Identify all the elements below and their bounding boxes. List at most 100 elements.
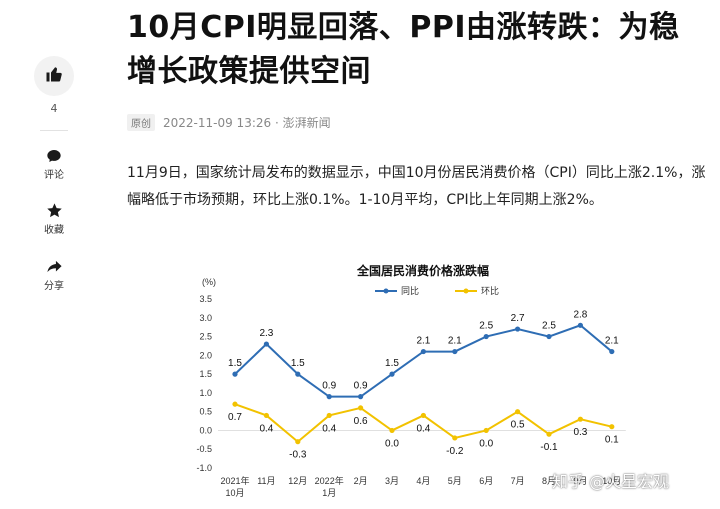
chart-title: 全国居民消费价格涨跌幅 xyxy=(356,263,489,278)
like-button[interactable] xyxy=(34,56,74,96)
cpi-line-chart: 全国居民消费价格涨跌幅 (%) 3.5 3.0 2.5 2.0 1.5 1.0 0.5 0.0 -0… xyxy=(196,263,626,498)
data-point xyxy=(546,431,552,437)
share-icon xyxy=(29,258,79,275)
data-label: 0.6 xyxy=(354,416,368,427)
data-point xyxy=(326,412,332,419)
y-tick-label: 3.5 xyxy=(199,294,212,304)
data-label: 0.9 xyxy=(354,381,368,392)
data-point xyxy=(326,394,332,400)
data-label: 1.5 xyxy=(228,358,242,369)
x-tick-label: 10月 xyxy=(602,476,621,486)
data-point xyxy=(358,394,364,400)
data-label: -0.3 xyxy=(289,450,307,461)
x-tick-label: 2月 xyxy=(354,476,368,486)
data-point xyxy=(232,401,238,407)
data-label: 2.5 xyxy=(479,321,493,332)
action-sidebar: 4 评论 收藏 分享 xyxy=(0,0,100,509)
article-body: 11月9日，国家统计局发布的数据显示，中国10月份居民消费价格（CPI）同比上涨… xyxy=(127,165,706,208)
y-tick-label: 1.5 xyxy=(199,369,212,379)
data-label: 0.0 xyxy=(479,438,493,449)
data-label: 2.1 xyxy=(448,336,462,347)
data-point xyxy=(452,348,458,355)
x-tick-label: 10月 xyxy=(225,488,244,498)
data-point xyxy=(295,439,301,445)
data-label: 0.4 xyxy=(322,423,336,434)
data-label: 2.3 xyxy=(259,328,273,339)
legend-label: 同比 xyxy=(401,285,419,296)
article-title: 10月CPI明显回落、PPI由涨转跌：为稳增长政策提供空间 xyxy=(127,10,680,89)
x-tick-label: 8月 xyxy=(542,476,556,486)
data-point xyxy=(515,326,521,332)
data-point xyxy=(609,424,615,430)
data-label: 0.1 xyxy=(605,435,619,446)
data-label: 0.3 xyxy=(573,427,587,438)
collect-button[interactable]: 收藏 xyxy=(29,202,79,236)
like-count: 4 xyxy=(50,102,58,115)
x-tick-label: 7月 xyxy=(511,476,525,486)
data-point xyxy=(358,405,364,411)
y-tick-label: 3.0 xyxy=(199,313,212,323)
y-tick-label: -0.5 xyxy=(196,444,212,454)
data-point xyxy=(483,427,489,434)
data-label: 2.1 xyxy=(416,336,430,347)
data-point xyxy=(420,412,426,419)
data-label: 2.1 xyxy=(605,336,619,347)
data-label: 0.0 xyxy=(385,438,399,449)
data-point xyxy=(295,371,301,377)
data-point xyxy=(546,333,552,340)
legend-marker xyxy=(463,288,469,294)
star-icon xyxy=(29,202,79,219)
data-label: -0.1 xyxy=(540,442,558,453)
thumb-up-icon xyxy=(45,65,63,87)
y-tick-label: 0.5 xyxy=(199,407,212,417)
share-label: 分享 xyxy=(44,281,64,292)
x-tick-label: 9月 xyxy=(573,476,587,486)
zhihu-watermark: 知乎 @火星宏观 xyxy=(552,472,670,491)
collect-label: 收藏 xyxy=(44,225,64,236)
comment-button[interactable]: 评论 xyxy=(29,148,79,181)
x-tick-label: 12月 xyxy=(288,476,307,486)
original-badge: 原创 xyxy=(127,114,155,131)
x-tick-label: 4月 xyxy=(416,476,430,486)
y-tick-label: 0.0 xyxy=(199,425,212,435)
share-button[interactable]: 分享 xyxy=(29,258,79,292)
data-point xyxy=(515,409,521,415)
y-axis-unit: (%) xyxy=(202,277,216,287)
data-label: 0.5 xyxy=(511,420,525,431)
data-label: 0.9 xyxy=(322,381,336,392)
data-point xyxy=(389,427,395,434)
article-meta: 原创 2022-11-09 13:26 · 澎湃新闻 xyxy=(127,114,331,131)
y-tick-label: 2.5 xyxy=(199,332,212,342)
comment-label: 评论 xyxy=(44,170,64,181)
data-label: 2.8 xyxy=(573,309,587,320)
data-point xyxy=(420,348,426,355)
data-label: -0.2 xyxy=(446,446,464,457)
data-point xyxy=(232,371,238,377)
data-label: 1.5 xyxy=(291,358,305,369)
data-point xyxy=(577,322,583,328)
x-tick-label: 6月 xyxy=(479,476,493,486)
publish-info: 2022-11-09 13:26 · 澎湃新闻 xyxy=(163,116,331,130)
data-label: 0.4 xyxy=(259,423,273,434)
data-point xyxy=(609,348,615,355)
legend-label: 环比 xyxy=(481,285,499,296)
data-label: 1.5 xyxy=(385,358,399,369)
x-tick-label: 2022年 xyxy=(315,475,344,486)
data-label: 2.7 xyxy=(511,313,525,324)
data-label: 0.4 xyxy=(416,423,430,434)
data-point xyxy=(263,412,269,419)
x-tick-label: 3月 xyxy=(385,476,399,486)
data-point xyxy=(263,341,269,347)
x-tick-label: 1月 xyxy=(322,488,336,498)
data-point xyxy=(452,435,458,441)
x-tick-label: 11月 xyxy=(257,476,275,486)
data-point xyxy=(577,416,583,422)
y-tick-label: -1.0 xyxy=(196,463,212,473)
x-tick-label: 2021年 xyxy=(220,475,249,486)
y-tick-label: 2.0 xyxy=(199,350,212,360)
comment-icon xyxy=(29,148,79,164)
legend-marker xyxy=(383,288,389,294)
data-point xyxy=(389,371,395,377)
data-label: 0.7 xyxy=(228,412,242,423)
y-tick-label: 1.0 xyxy=(199,388,212,398)
